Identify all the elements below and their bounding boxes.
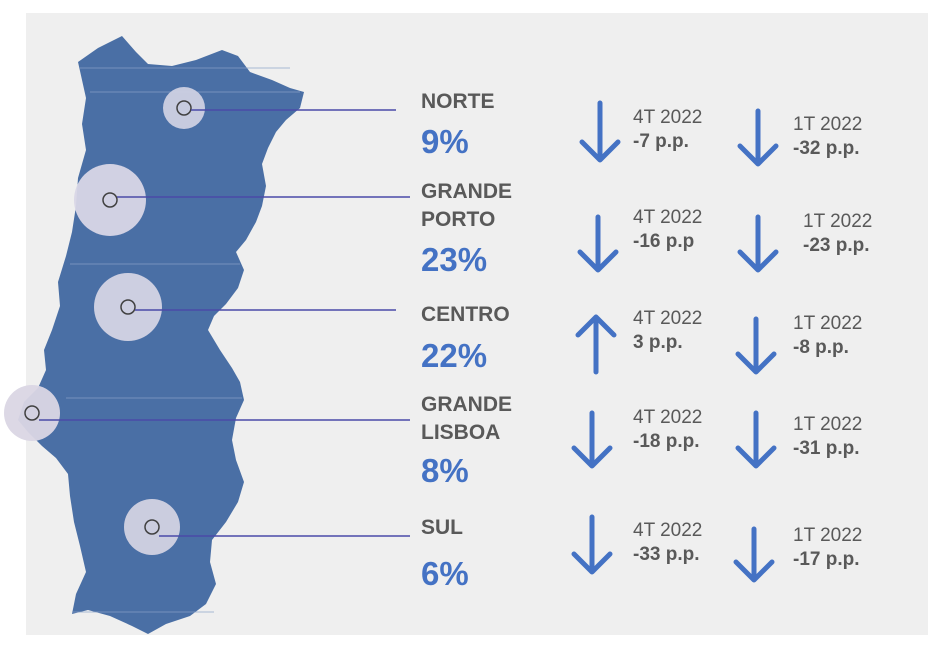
region-name-centro: CENTRO <box>421 303 510 326</box>
period-label: 1T 2022 <box>793 414 863 435</box>
arrow-up-icon <box>575 314 617 375</box>
period-label: 4T 2022 <box>633 207 703 228</box>
sul-q1-comparison: 1T 2022 -17 p.p. <box>793 524 862 572</box>
bubble-centro <box>94 273 162 341</box>
bubble-sul <box>124 499 180 555</box>
region-name-grande-lisboa-line2: LISBOA <box>421 421 501 444</box>
region-name-grande-porto-line1: GRANDE <box>421 180 513 203</box>
region-value-centro: 22% <box>421 337 488 374</box>
arrow-down-icon <box>733 526 775 583</box>
leader-lines <box>39 109 410 537</box>
change-value: -8 p.p. <box>793 337 849 358</box>
region-name-grande-lisboa-line1: GRANDE <box>421 393 513 416</box>
grande-lisboa-q1-comparison: 1T 2022 -31 p.p. <box>793 413 862 461</box>
arrow-down-icon <box>577 214 619 273</box>
change-value: -31 p.p. <box>793 438 860 459</box>
arrow-down-icon <box>571 410 613 469</box>
arrow-down-icon <box>737 214 779 273</box>
region-name-grande-porto-line2: PORTO <box>421 208 496 231</box>
change-value: -33 p.p. <box>633 544 700 565</box>
period-label: 1T 2022 <box>793 313 863 334</box>
bubble-grande-lisboa <box>4 385 60 441</box>
change-value: -7 p.p. <box>633 131 689 152</box>
change-value: -16 p.p <box>633 231 695 252</box>
arrow-down-icon <box>735 410 777 469</box>
bubble-norte <box>163 87 205 129</box>
change-value: -17 p.p. <box>793 549 860 570</box>
arrow-down-icon <box>579 100 621 163</box>
change-value: -18 p.p. <box>633 431 700 452</box>
period-label: 1T 2022 <box>793 114 863 135</box>
period-label: 1T 2022 <box>803 211 873 232</box>
sul-q4-comparison: 4T 2022 -33 p.p. <box>633 519 702 567</box>
period-label: 4T 2022 <box>633 407 703 428</box>
arrow-down-icon <box>737 108 779 167</box>
centro-q4-comparison: 4T 2022 3 p.p. <box>633 307 702 355</box>
arrow-down-icon <box>735 316 777 375</box>
region-value-sul: 6% <box>421 555 469 592</box>
period-label: 4T 2022 <box>633 308 703 329</box>
arrow-down-icon <box>571 514 613 575</box>
region-name-norte: NORTE <box>421 90 495 113</box>
change-value: 3 p.p. <box>633 332 683 353</box>
centro-q1-comparison: 1T 2022 -8 p.p. <box>793 312 862 360</box>
region-value-norte: 9% <box>421 123 469 160</box>
period-label: 4T 2022 <box>633 107 703 128</box>
period-label: 1T 2022 <box>793 525 863 546</box>
change-value: -32 p.p. <box>793 138 860 159</box>
period-label: 4T 2022 <box>633 520 703 541</box>
region-value-grande-lisboa: 8% <box>421 452 469 489</box>
grande-porto-q1-comparison: 1T 2022 -23 p.p. <box>803 210 872 258</box>
norte-q4-comparison: 4T 2022 -7 p.p. <box>633 106 702 154</box>
region-value-grande-porto: 23% <box>421 241 488 278</box>
grande-lisboa-q4-comparison: 4T 2022 -18 p.p. <box>633 406 702 454</box>
region-name-sul: SUL <box>421 516 463 539</box>
change-value: -23 p.p. <box>803 235 870 256</box>
norte-q1-comparison: 1T 2022 -32 p.p. <box>793 113 862 161</box>
grande-porto-q4-comparison: 4T 2022 -16 p.p <box>633 206 702 254</box>
bubble-grande-porto <box>74 164 146 236</box>
